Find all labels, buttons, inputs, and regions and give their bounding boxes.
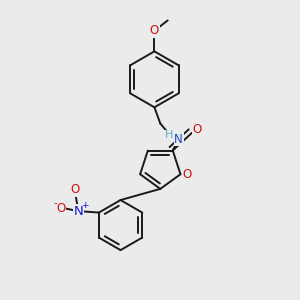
Text: +: + xyxy=(81,201,88,210)
Text: O: O xyxy=(56,202,65,215)
Text: N: N xyxy=(174,133,183,146)
Text: O: O xyxy=(193,123,202,136)
Text: H: H xyxy=(165,130,173,140)
Text: -: - xyxy=(53,198,57,208)
Text: O: O xyxy=(182,168,192,181)
Text: N: N xyxy=(74,205,83,218)
Text: O: O xyxy=(71,183,80,196)
Text: O: O xyxy=(150,24,159,37)
